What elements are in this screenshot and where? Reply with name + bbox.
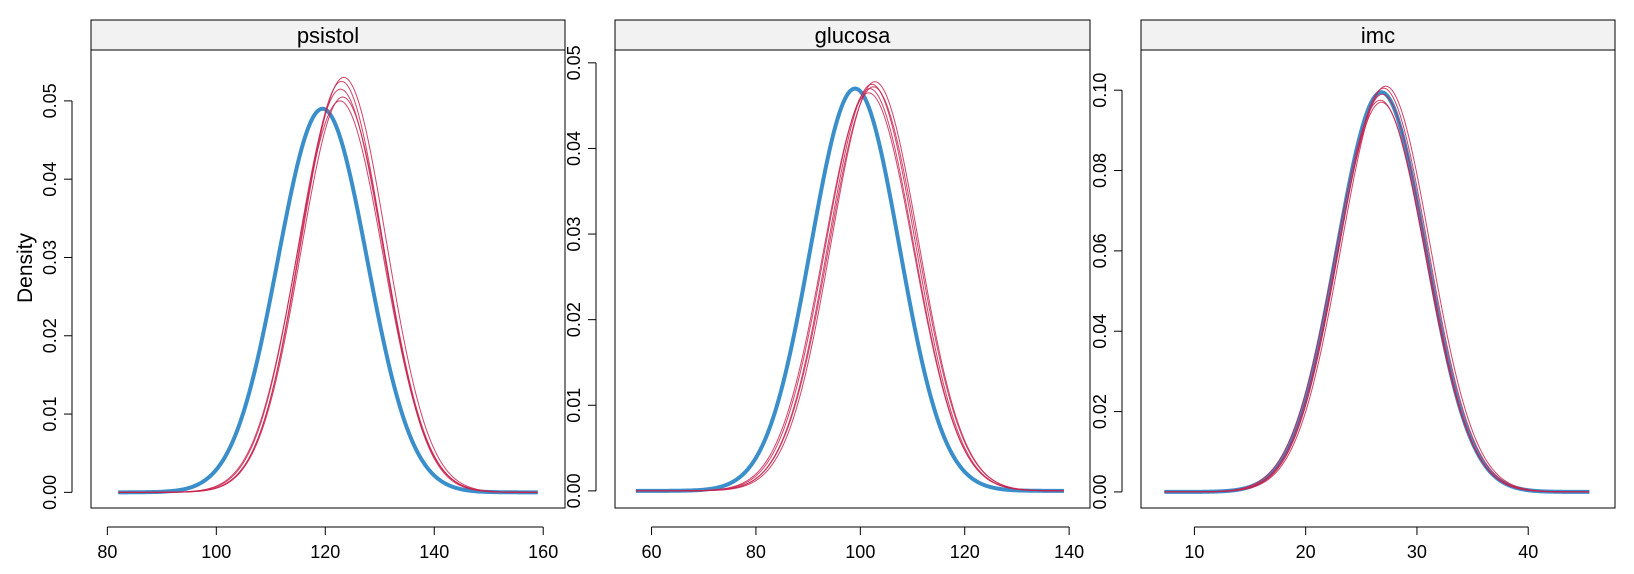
imputed-density-line-3 [118,96,538,493]
plot-frame [614,49,1091,509]
y-tick-label: 0.02 [40,318,60,353]
strip-header [1140,19,1616,51]
panel-imc: imc 10 20 30 40 0.00 0.02 0.04 0.06 0.08 0.10 [1090,19,1616,562]
y-tick-label: 0.05 [40,83,60,118]
x-tick-label: 40 [1518,542,1538,562]
observed-density-line [117,106,539,495]
x-tick-label: 140 [1054,542,1084,562]
imputed-density-line-5 [635,86,1064,492]
y-tick-label: 0.00 [40,475,60,510]
imputed-density-line-4 [118,100,538,493]
y-tick-label: 0.02 [564,302,584,337]
x-tick-label: 80 [746,542,766,562]
y-tick-label: 0.06 [1090,233,1110,268]
y-tick-label: 0.04 [1090,314,1110,349]
y-tick-label: 0.10 [1090,73,1110,108]
x-tick-label: 100 [201,542,231,562]
y-tick-label: 0.04 [40,162,60,197]
y-axis-label: Density [14,232,37,303]
y-tick-label: 0.01 [40,397,60,432]
strip-header [90,19,566,51]
x-axis: 60 80 100 120 140 [642,526,1084,562]
observed-density-line [1164,90,1590,494]
x-tick-label: 20 [1296,542,1316,562]
imputed-density-line-3 [1164,93,1590,493]
imputed-density-line-5 [118,76,538,493]
imputed-density-line-5 [1164,85,1590,493]
y-tick-label: 0.03 [40,240,60,275]
x-tick-label: 120 [310,542,340,562]
imputed-density-line-1 [118,80,538,493]
y-tick-label: 0.00 [564,473,584,508]
curves [117,76,539,495]
x-tick-label: 60 [642,542,662,562]
panel-title: psistol [297,23,359,48]
y-tick-label: 0.08 [1090,153,1110,188]
y-tick-label: 0.04 [564,131,584,166]
x-tick-label: 140 [419,542,449,562]
x-tick-label: 100 [845,542,875,562]
plot-frame [90,49,566,509]
curves [635,81,1065,493]
x-tick-label: 30 [1407,542,1427,562]
panel-title: glucosa [815,23,892,48]
observed-density-line [635,86,1065,493]
x-tick-label: 10 [1184,542,1204,562]
imputed-density-line-3 [635,81,1064,492]
imputed-density-line-4 [635,92,1064,492]
x-tick-label: 160 [528,542,558,562]
imputed-density-line-2 [118,88,538,493]
panel-title: imc [1361,23,1395,48]
x-axis: 80 100 120 140 160 [97,526,558,562]
y-axis: 0.00 0.02 0.04 0.06 0.08 0.10 [1090,73,1123,509]
y-axis: 0.00 0.01 0.02 0.03 0.04 0.05 [564,45,597,508]
y-tick-label: 0.00 [1090,474,1110,509]
panel-glucosa: glucosa 60 80 100 120 140 0.00 0.01 0.02 0.03 0.04… [564,19,1091,562]
x-axis: 10 20 30 40 [1184,526,1538,562]
x-tick-label: 120 [950,542,980,562]
y-tick-label: 0.02 [1090,394,1110,429]
y-tick-label: 0.01 [564,388,584,423]
x-tick-label: 80 [97,542,117,562]
y-tick-label: 0.05 [564,45,584,80]
curves [1164,85,1590,494]
imputed-density-line-4 [1164,101,1590,493]
imputed-density-line-1 [1164,87,1590,493]
y-tick-label: 0.03 [564,217,584,252]
y-axis: 0.00 0.01 0.02 0.03 0.04 0.05 [40,83,73,510]
imputed-density-line-2 [1164,99,1590,493]
imputed-density-line-2 [635,88,1064,492]
plot-frame [1140,49,1616,509]
